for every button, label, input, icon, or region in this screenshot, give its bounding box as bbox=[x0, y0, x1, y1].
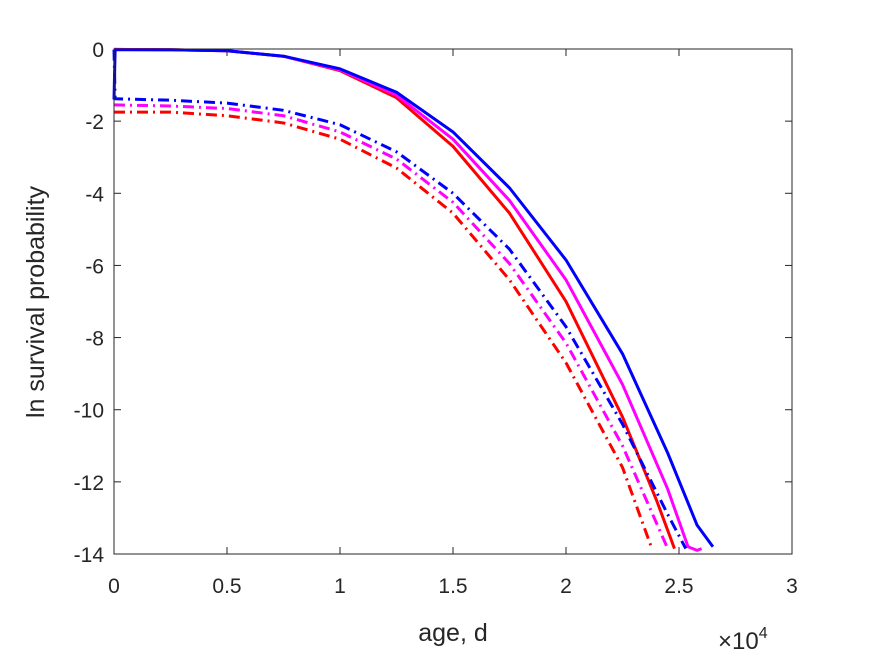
series-layer bbox=[112, 47, 715, 552]
x-tick-label: 1.5 bbox=[438, 575, 467, 598]
x-tick-label: 1 bbox=[334, 575, 346, 598]
x-tick-label: 2.5 bbox=[664, 575, 693, 598]
y-tick-label: -6 bbox=[85, 255, 104, 278]
series-line-5 bbox=[113, 103, 670, 550]
x-axis-exponent-power: 4 bbox=[759, 625, 768, 642]
x-tick-label: 2 bbox=[560, 575, 572, 598]
x-axis-exponent-base: ×10 bbox=[718, 628, 759, 655]
series-line-3 bbox=[112, 48, 715, 548]
y-tick-label: -2 bbox=[85, 111, 104, 134]
series-line-4 bbox=[114, 110, 654, 550]
y-axis-label: ln survival probability bbox=[22, 185, 50, 418]
x-tick-label: 3 bbox=[786, 575, 798, 598]
x-tick-label: 0.5 bbox=[212, 575, 241, 598]
y-tick-label: -4 bbox=[85, 183, 104, 206]
y-tick-label: -12 bbox=[74, 472, 104, 495]
y-tick-label: 0 bbox=[92, 39, 104, 62]
x-tick-label: 0 bbox=[108, 575, 120, 598]
x-axis-exponent-label: ×104 bbox=[718, 625, 768, 655]
x-axis-label: age, d bbox=[418, 619, 488, 647]
y-tick-label: -10 bbox=[74, 400, 104, 423]
series-line-6 bbox=[112, 49, 688, 550]
y-tick-label: -14 bbox=[74, 544, 105, 567]
y-tick-label: -8 bbox=[85, 328, 104, 351]
tick-layer: 0 0.5 1 1.5 2 2.5 3 0 -2 -4 -6 -8 -10 -12 -14 bbox=[74, 39, 798, 598]
